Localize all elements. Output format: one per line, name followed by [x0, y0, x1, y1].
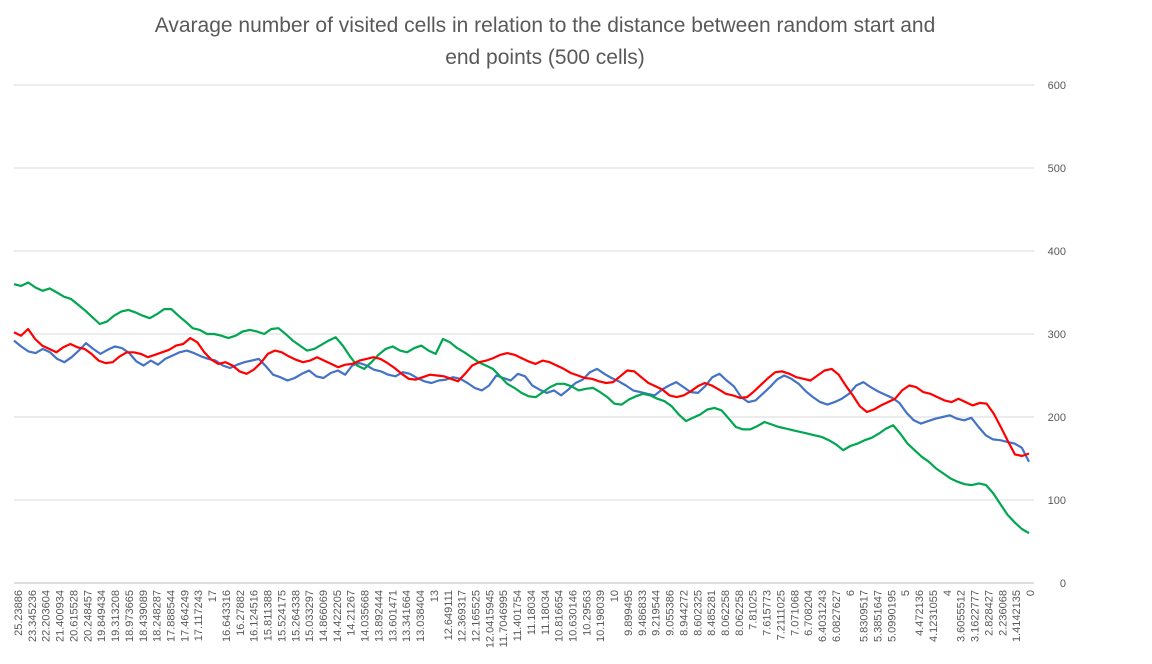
x-tick-label: 2.828427 — [983, 590, 995, 636]
y-tick-label: 500 — [1048, 163, 1066, 175]
x-tick-label: 18.248287 — [152, 590, 164, 642]
x-tick-label: 8.062258 — [720, 590, 732, 636]
x-tick-label: 16.643316 — [221, 590, 233, 642]
x-tick-label: 18.973665 — [124, 590, 136, 642]
x-tick-label: 9.055386 — [665, 590, 677, 636]
x-tick-label: 6.0827627 — [831, 590, 843, 642]
x-tick-label: 11.18034 — [526, 590, 538, 635]
x-tick-label: 9.486833 — [637, 590, 649, 636]
x-tick-label: 14.422205 — [332, 590, 344, 642]
y-tick-label: 100 — [1048, 495, 1066, 507]
x-tick-label: 8.602325 — [692, 590, 704, 636]
x-tick-label: 7.615773 — [762, 590, 774, 636]
x-tick-label: 17.464249 — [179, 590, 191, 642]
gridlines — [14, 84, 1034, 584]
x-tick-label: 17 — [207, 590, 219, 602]
x-tick-label: 4 — [942, 590, 954, 596]
x-tick-label: 10 — [609, 590, 621, 602]
y-tick-label: 600 — [1048, 80, 1066, 92]
x-tick-label: 10.816654 — [554, 590, 566, 642]
x-tick-label: 10.630146 — [568, 590, 580, 642]
chart-title: Avarage number of visited cells in relat… — [0, 10, 1090, 74]
x-tick-label: 5.0990195 — [886, 590, 898, 642]
series-line-1 — [13, 339, 1030, 463]
x-tick-label: 13.038404 — [415, 590, 427, 642]
x-axis: 25.23886 23.345236 22.203604 21.400934 20.61… — [13, 590, 1037, 648]
x-tick-label: 10.198039 — [595, 590, 607, 642]
x-tick-label: 11.7046995 — [498, 590, 510, 647]
x-tick-label: 9.899495 — [623, 590, 635, 636]
x-tick-label: 7.071068 — [789, 590, 801, 636]
x-tick-label: 12.165525 — [470, 590, 482, 642]
x-tick-label: 21.400934 — [55, 590, 67, 642]
x-tick-label: 16.124516 — [249, 590, 261, 642]
series-line-3 — [13, 327, 1030, 458]
x-tick-label: 10.29563 — [581, 590, 593, 636]
x-tick-label: 4.472136 — [914, 590, 926, 636]
x-tick-label: 18.439089 — [138, 590, 150, 642]
series-group — [13, 281, 1030, 535]
x-tick-label: 3.1622777 — [970, 590, 982, 642]
x-tick-label: 6.708204 — [803, 590, 815, 636]
x-tick-label: 14.866069 — [318, 590, 330, 642]
x-tick-label: 19.849434 — [96, 590, 108, 642]
series-line-2 — [13, 281, 1030, 535]
y-tick-label: 300 — [1048, 329, 1066, 341]
x-tick-label: 13 — [429, 590, 441, 602]
x-tick-label: 22.203604 — [41, 590, 53, 642]
x-tick-label: 1.4142135 — [1011, 590, 1023, 642]
x-tick-label: 13.601471 — [387, 590, 399, 642]
x-tick-label: 5.8309517 — [859, 590, 871, 642]
y-tick-label: 400 — [1048, 246, 1066, 258]
x-tick-label: 6 — [845, 590, 857, 596]
x-tick-label: 14.21267 — [346, 590, 358, 636]
x-tick-label: 3.6055512 — [956, 590, 968, 642]
y-tick-label: 0 — [1060, 578, 1066, 590]
x-tick-label: 23.345236 — [27, 590, 39, 642]
x-tick-label: 11.18034 — [540, 590, 552, 635]
x-tick-label: 20.615528 — [68, 590, 80, 642]
x-tick-label: 15.264338 — [290, 590, 302, 642]
x-tick-label: 8.062258 — [734, 590, 746, 636]
chart-title-line-1: Avarage number of visited cells in relat… — [154, 14, 936, 37]
chart-title-line-2: end points (500 cells) — [445, 46, 645, 69]
x-tick-label: 15.033297 — [304, 590, 316, 642]
y-tick-label: 200 — [1048, 412, 1066, 424]
x-tick-label: 25.23886 — [13, 590, 25, 636]
x-tick-label: 16.27882 — [235, 590, 247, 636]
x-tick-label: 6.4031243 — [817, 590, 829, 642]
x-tick-label: 15.524175 — [276, 590, 288, 642]
x-tick-label: 11.401754 — [512, 590, 524, 641]
y-axis: 0 100 200 300 400 500 600 — [1048, 80, 1066, 590]
x-tick-label: 5.3851647 — [873, 590, 885, 642]
x-tick-label: 8.485281 — [706, 590, 718, 636]
x-tick-label: 7.81025 — [748, 590, 760, 630]
x-tick-label: 13.892444 — [373, 590, 385, 642]
x-tick-label: 2.236068 — [997, 590, 1009, 636]
x-tick-label: 19.313208 — [110, 590, 122, 642]
x-tick-label: 8.944272 — [678, 590, 690, 636]
x-tick-label: 17.888544 — [165, 590, 177, 642]
x-tick-label: 13.341664 — [401, 590, 413, 642]
x-tick-label: 0 — [1025, 590, 1037, 596]
x-tick-label: 12.0415945 — [484, 590, 496, 648]
x-tick-label: 17.117243 — [193, 590, 205, 641]
x-tick-label: 12.369317 — [457, 590, 469, 642]
x-tick-label: 5 — [900, 590, 912, 596]
x-tick-label: 14.035668 — [360, 590, 372, 642]
x-tick-label: 15.811388 — [263, 590, 275, 641]
x-tick-label: 12.649111 — [443, 590, 455, 640]
x-tick-label: 20.248457 — [82, 590, 94, 642]
x-tick-label: 4.1231055 — [928, 590, 940, 642]
x-tick-label: 7.2111025 — [775, 590, 787, 640]
x-tick-label: 9.219544 — [651, 590, 663, 636]
